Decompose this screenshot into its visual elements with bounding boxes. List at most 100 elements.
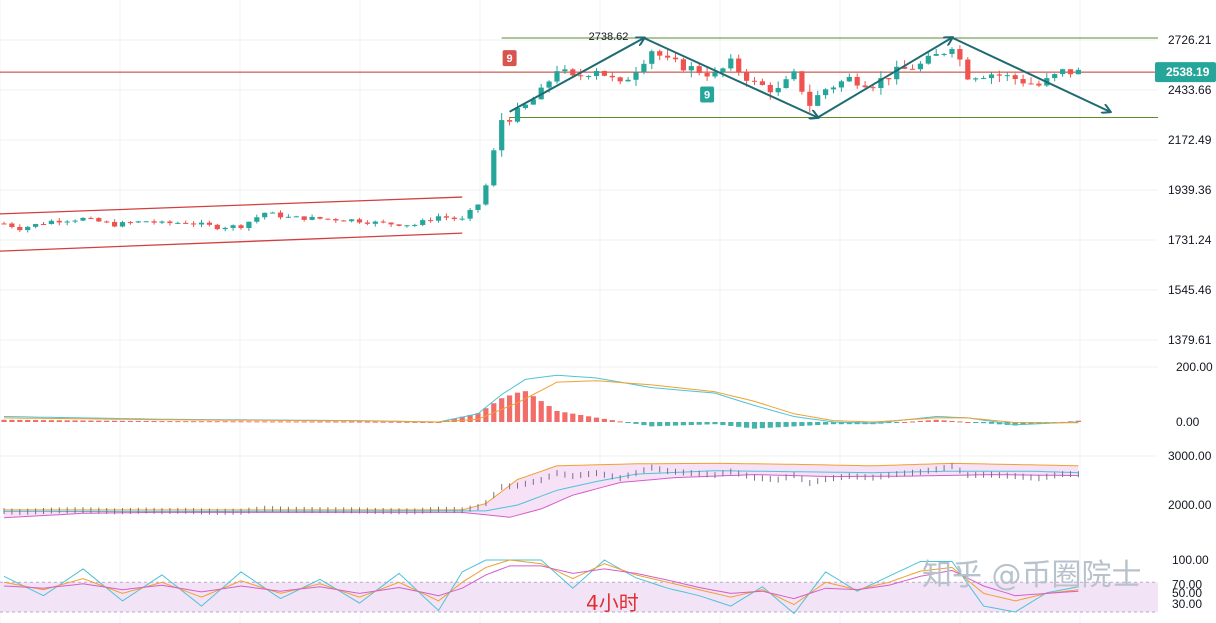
macd-histogram-bar	[965, 422, 971, 423]
macd-histogram-bar	[72, 420, 78, 422]
macd-histogram-bar	[902, 422, 908, 423]
candle-body	[815, 95, 821, 106]
candle-body	[364, 222, 370, 224]
candle-body	[356, 219, 363, 223]
candle-body	[988, 74, 995, 79]
macd-histogram-bar	[475, 413, 481, 422]
macd-histogram-bar	[925, 420, 931, 422]
candle-body	[317, 216, 323, 219]
macd-histogram-bar	[530, 396, 536, 422]
candle-body	[965, 59, 971, 80]
candle-body	[751, 80, 758, 82]
macd-histogram-bar	[601, 418, 607, 422]
candle-body	[33, 224, 39, 227]
candle-body	[949, 49, 955, 54]
macd-histogram-bar	[609, 420, 615, 422]
candle-body	[838, 81, 844, 88]
candle-body	[475, 204, 481, 210]
macd-histogram-bar	[562, 412, 568, 422]
channel-upper-line	[0, 196, 463, 215]
macd-histogram-bar	[507, 395, 513, 422]
macd-histogram-bar	[104, 420, 110, 422]
candle-body	[48, 220, 54, 225]
macd-histogram-bar	[554, 411, 560, 422]
macd-histogram-bar	[680, 422, 686, 426]
macd-histogram-bar	[246, 421, 252, 423]
macd-histogram-bar	[996, 422, 1002, 425]
early-channel	[0, 196, 463, 252]
candle-body	[957, 49, 963, 60]
macd-histogram-bar	[712, 422, 718, 425]
macd-histogram-bar	[175, 421, 181, 423]
macd-histogram-bar	[206, 421, 212, 423]
macd-histogram-bar	[56, 420, 62, 422]
trend-arrow	[643, 37, 818, 118]
macd-histogram-bar	[593, 417, 600, 422]
candle-body	[941, 53, 947, 55]
candle-body	[530, 99, 536, 105]
macd-histogram-bar	[222, 421, 228, 423]
kdj-tick-label: 70.00	[1172, 577, 1202, 591]
price-axis: 2726.21 2433.66 2172.49 1939.36 1731.24 1545.…	[1168, 33, 1212, 347]
candle-body	[799, 71, 805, 92]
candle-body	[127, 222, 133, 224]
macd-histogram-bar	[649, 422, 655, 427]
macd-histogram-bar	[40, 420, 47, 422]
projection-arrows	[509, 37, 1110, 118]
candle-body	[570, 69, 576, 76]
candle-body	[293, 216, 299, 218]
candle-body	[933, 54, 939, 56]
macd-histogram-bar	[799, 422, 805, 426]
macd-histogram-bar	[775, 422, 781, 428]
macd-histogram-bar	[64, 420, 70, 422]
candle-body	[404, 225, 410, 227]
macd-histogram-bar	[909, 421, 916, 423]
macd-histogram-bar	[88, 420, 94, 422]
current-price-badge: 2538.19	[1155, 62, 1216, 83]
candle-body	[222, 227, 228, 230]
macd-histogram-bar	[135, 420, 141, 422]
macd-histogram-bar	[254, 421, 260, 423]
kdj-band	[0, 582, 1158, 612]
macd-histogram-bar	[570, 413, 576, 422]
price-tick-label: 1731.24	[1168, 233, 1212, 247]
macd-histogram-bar	[451, 418, 457, 422]
macd-histogram-bar	[823, 422, 829, 425]
candle-body	[491, 150, 497, 186]
macd-histogram-bar	[317, 421, 323, 423]
macd-histogram-bar	[751, 422, 758, 429]
macd-histogram-bar	[767, 422, 773, 428]
macd-histogram-bar	[728, 422, 734, 426]
price-tick-label: 2433.66	[1168, 83, 1212, 97]
candlestick-series	[1, 45, 1081, 233]
candle-body	[981, 78, 987, 80]
macd-histogram-bar	[285, 421, 291, 423]
candle-body	[680, 59, 686, 71]
macd-histogram-bar	[807, 422, 813, 426]
candle-body	[214, 224, 220, 230]
macd-histogram-bar	[617, 421, 623, 423]
macd-histogram-bar	[143, 420, 149, 422]
price-tick-label: 2172.49	[1168, 133, 1212, 147]
macd-histogram-bar	[546, 406, 552, 422]
candle-body	[649, 51, 655, 64]
channel-lower-line	[0, 232, 463, 252]
candle-body	[775, 88, 781, 93]
candle-body	[206, 222, 212, 225]
macd-histogram-bar	[349, 421, 355, 423]
macd-histogram-bar	[151, 421, 157, 423]
candle-body	[909, 68, 916, 70]
macd-histogram-bar	[949, 420, 955, 422]
candle-body	[878, 78, 884, 89]
macd-histogram-bar	[341, 421, 347, 423]
macd-histogram-bar	[759, 422, 765, 429]
macd-histogram-bar	[214, 421, 220, 423]
candle-body	[380, 221, 386, 223]
macd-histogram-bar	[262, 421, 268, 423]
macd-histogram-bar	[665, 422, 671, 426]
macd-histogram-bar	[112, 420, 118, 422]
boll-mid-line	[4, 470, 1079, 513]
macd-histogram-bar	[1067, 421, 1074, 423]
boll-lower-line	[3, 474, 1079, 519]
